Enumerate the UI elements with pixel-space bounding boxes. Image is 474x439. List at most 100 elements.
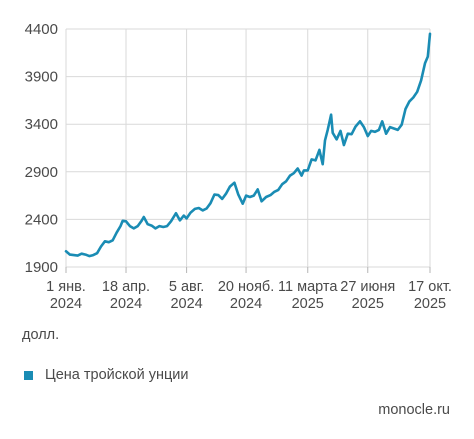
x-tick-label: 27 июня [340,279,395,295]
data-point [326,129,329,131]
x-tick-label-year: 2024 [50,296,82,312]
data-point [277,188,280,191]
data-point [100,245,102,248]
data-point [150,224,153,227]
data-point [412,96,415,99]
data-point [104,240,106,243]
x-tick-label: 20 нояб. [218,279,274,295]
x-tick-label: 11 марта [278,279,338,295]
data-point [400,123,403,126]
data-point [302,169,305,172]
x-tick-label-year: 2024 [170,296,202,312]
data-point [404,108,407,110]
data-point [121,219,124,222]
data-point [179,219,181,222]
data-point [359,120,361,123]
data-point [296,167,299,170]
data-point [385,132,387,135]
data-point [314,159,317,162]
data-point [377,129,380,131]
data-point [132,227,135,230]
data-point [370,129,372,132]
data-point [125,220,127,223]
data-point [269,194,272,197]
data-point [209,202,212,205]
data-point [396,129,399,131]
data-point [281,183,284,186]
data-point [162,226,165,228]
data-point [342,144,345,147]
x-tick-label-year: 2024 [230,296,262,312]
data-point [260,200,263,203]
data-point [426,55,429,58]
data-point [129,225,131,227]
data-point [68,253,71,256]
x-tick-label-year: 2025 [352,296,384,312]
data-point [175,212,177,215]
data-point [389,126,391,128]
source-label: monocle.ru [378,402,450,418]
grid [65,28,431,273]
unit-label: долл. [22,327,60,343]
data-point [318,149,321,151]
data-point [213,193,216,196]
data-point [72,254,75,256]
x-tick-label: 17 окт. [408,279,452,295]
data-point [374,130,376,133]
data-point [381,120,384,123]
data-point [111,239,114,242]
data-point [65,250,67,253]
y-tick-label: 2900 [25,164,58,181]
data-point [331,131,334,134]
data-point [142,216,145,218]
data-point [201,209,204,212]
series-line [64,32,432,258]
x-tick-label-year: 2024 [110,296,142,312]
data-point [217,194,220,197]
data-point [249,196,251,198]
data-point [185,217,188,220]
data-point [354,125,357,128]
data-point [324,139,326,142]
data-point [339,129,342,132]
data-point [229,185,231,188]
data-point [194,208,196,210]
data-point [170,220,172,223]
data-point [256,188,259,191]
data-point [310,158,313,161]
data-point [115,231,118,234]
data-point [158,225,161,227]
x-tick-label: 5 авг. [169,279,204,295]
legend-swatch [24,370,33,380]
data-point [420,79,423,82]
data-point [273,190,276,193]
data-point [92,254,95,256]
data-point [76,254,79,257]
y-tick-label: 4400 [25,21,58,38]
data-point [330,113,332,116]
data-point [350,133,353,136]
legend-label: Цена тройской унции [45,367,189,383]
data-point [429,32,431,35]
data-point [241,202,244,205]
y-tick-label: 3900 [25,69,58,86]
y-tick-label: 3400 [25,116,58,133]
data-point [237,193,240,196]
data-point [119,225,122,227]
legend: Цена тройской унции [24,367,188,383]
data-point [252,194,255,197]
x-tick-label-year: 2025 [292,296,324,312]
data-point [233,181,236,184]
data-point [265,196,267,198]
data-point [154,227,157,230]
data-point [197,207,200,209]
y-tick-label: 1900 [25,259,58,276]
data-point [140,219,143,222]
data-point [346,132,349,135]
data-point [84,253,87,256]
data-point [88,255,91,257]
data-point [205,207,208,210]
data-point [408,100,411,103]
data-point [107,241,110,244]
